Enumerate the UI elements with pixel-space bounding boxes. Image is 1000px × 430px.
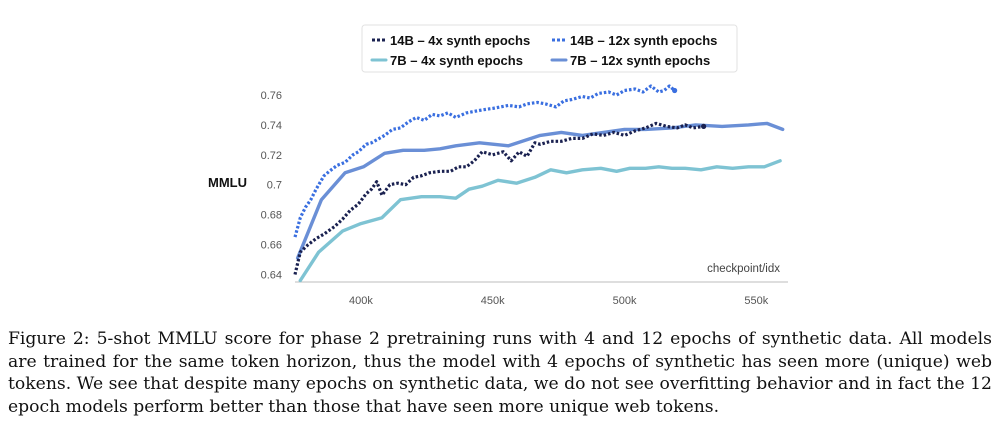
legend-label: 14B – 12x synth epochs [570,33,717,48]
series-end-marker [701,123,707,129]
y-axis: 0.64 0.66 0.68 0.7 0.72 0.74 0.76 [261,90,282,282]
x-axis-label: checkpoint/idx [707,263,780,275]
legend-label: 14B – 4x synth epochs [390,33,530,48]
y-tick-label: 0.76 [261,90,282,102]
x-axis: 400k 450k 500k 550k [295,281,788,307]
legend-box [361,24,738,73]
series-line [293,121,704,275]
x-tick-label: 450k [481,295,505,307]
series-line [298,159,782,283]
y-axis-label: MMLU [208,175,247,190]
x-tick-label: 400k [349,295,373,307]
figure-caption: Figure 2: 5-shot MMLU score for phase 2 … [8,329,992,417]
legend-label: 7B – 4x synth epochs [390,53,523,68]
chart-legend: 14B – 4x synth epochs 14B – 12x synth epo… [361,24,738,73]
y-tick-label: 0.74 [261,120,282,132]
y-tick-label: 0.64 [261,270,282,282]
y-tick-label: 0.68 [261,210,282,222]
series-lines [293,84,785,283]
mmlu-line-chart: 14B – 4x synth epochs 14B – 12x synth epo… [208,24,788,307]
legend-label: 7B – 12x synth epochs [570,53,710,68]
y-tick-label: 0.7 [267,180,282,192]
y-tick-label: 0.66 [261,240,282,252]
x-tick-label: 550k [744,295,768,307]
x-tick-label: 500k [613,295,637,307]
series-end-marker [672,87,678,94]
series-line [293,84,676,238]
y-tick-label: 0.72 [261,150,282,162]
